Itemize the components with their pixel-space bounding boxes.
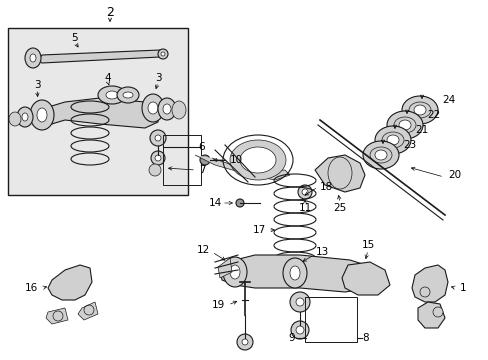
- Text: 17: 17: [252, 225, 265, 235]
- Text: 9: 9: [288, 333, 294, 343]
- Circle shape: [158, 49, 168, 59]
- Polygon shape: [48, 265, 92, 300]
- Polygon shape: [314, 155, 364, 192]
- Text: 21: 21: [414, 125, 427, 135]
- Text: 20: 20: [447, 170, 460, 180]
- Text: 5: 5: [72, 33, 78, 43]
- Ellipse shape: [9, 112, 21, 126]
- Circle shape: [150, 130, 165, 146]
- Circle shape: [236, 199, 244, 207]
- Polygon shape: [220, 255, 379, 292]
- Text: 1: 1: [459, 283, 466, 293]
- Ellipse shape: [117, 87, 139, 103]
- Circle shape: [155, 135, 161, 141]
- Text: 7: 7: [198, 165, 205, 175]
- Polygon shape: [35, 98, 160, 128]
- Bar: [163, 135, 201, 185]
- Text: 23: 23: [402, 140, 415, 150]
- Ellipse shape: [25, 48, 41, 68]
- Ellipse shape: [362, 141, 398, 169]
- Circle shape: [297, 185, 311, 199]
- Circle shape: [161, 52, 164, 56]
- Text: 18: 18: [319, 182, 332, 192]
- Text: 8: 8: [361, 333, 368, 343]
- Ellipse shape: [172, 101, 185, 119]
- Circle shape: [432, 307, 442, 317]
- Ellipse shape: [37, 108, 47, 122]
- Ellipse shape: [381, 132, 403, 148]
- Circle shape: [289, 292, 309, 312]
- Ellipse shape: [289, 266, 299, 280]
- Circle shape: [419, 287, 429, 297]
- Polygon shape: [411, 265, 447, 302]
- Ellipse shape: [98, 86, 126, 104]
- Circle shape: [242, 339, 247, 345]
- Ellipse shape: [386, 135, 398, 145]
- Ellipse shape: [148, 102, 158, 114]
- Ellipse shape: [158, 98, 176, 120]
- Bar: [305, 297, 356, 342]
- Text: 10: 10: [229, 155, 243, 165]
- Ellipse shape: [369, 147, 391, 163]
- Ellipse shape: [283, 258, 306, 288]
- Text: 13: 13: [315, 247, 328, 257]
- Ellipse shape: [106, 91, 118, 99]
- Text: 15: 15: [361, 240, 374, 250]
- Text: 6: 6: [198, 142, 205, 152]
- Polygon shape: [341, 262, 389, 295]
- Ellipse shape: [408, 102, 430, 118]
- Ellipse shape: [401, 96, 437, 124]
- Text: 4: 4: [104, 73, 111, 83]
- Polygon shape: [417, 302, 444, 328]
- Circle shape: [290, 321, 308, 339]
- Ellipse shape: [123, 92, 133, 98]
- Circle shape: [302, 189, 307, 195]
- Ellipse shape: [163, 104, 171, 114]
- Circle shape: [200, 155, 209, 165]
- Text: 25: 25: [333, 203, 346, 213]
- Polygon shape: [195, 155, 289, 180]
- Circle shape: [149, 164, 161, 176]
- Ellipse shape: [413, 105, 425, 115]
- Ellipse shape: [223, 257, 246, 287]
- Text: 24: 24: [441, 95, 454, 105]
- Ellipse shape: [17, 107, 33, 127]
- Text: 19: 19: [211, 300, 224, 310]
- Ellipse shape: [374, 150, 386, 160]
- Ellipse shape: [30, 54, 36, 62]
- Text: 14: 14: [208, 198, 222, 208]
- Polygon shape: [38, 50, 164, 63]
- Circle shape: [155, 155, 161, 161]
- Text: 3: 3: [154, 73, 161, 83]
- Text: 22: 22: [426, 110, 439, 120]
- Text: 2: 2: [106, 5, 114, 18]
- Circle shape: [237, 334, 252, 350]
- Ellipse shape: [374, 126, 410, 154]
- Bar: [8, 28, 187, 195]
- Polygon shape: [78, 302, 98, 320]
- Polygon shape: [46, 308, 68, 324]
- Ellipse shape: [229, 140, 285, 180]
- Ellipse shape: [240, 147, 275, 173]
- Text: 11: 11: [298, 203, 311, 213]
- Circle shape: [295, 298, 304, 306]
- Text: 16: 16: [25, 283, 38, 293]
- Ellipse shape: [142, 94, 163, 122]
- Circle shape: [295, 326, 304, 334]
- Text: 12: 12: [196, 245, 209, 255]
- Ellipse shape: [30, 100, 54, 130]
- Text: 3: 3: [34, 80, 40, 90]
- Ellipse shape: [386, 111, 422, 139]
- Ellipse shape: [393, 117, 415, 133]
- Ellipse shape: [398, 120, 410, 130]
- Ellipse shape: [22, 113, 28, 121]
- Polygon shape: [218, 258, 231, 278]
- Ellipse shape: [229, 265, 240, 279]
- Circle shape: [151, 151, 164, 165]
